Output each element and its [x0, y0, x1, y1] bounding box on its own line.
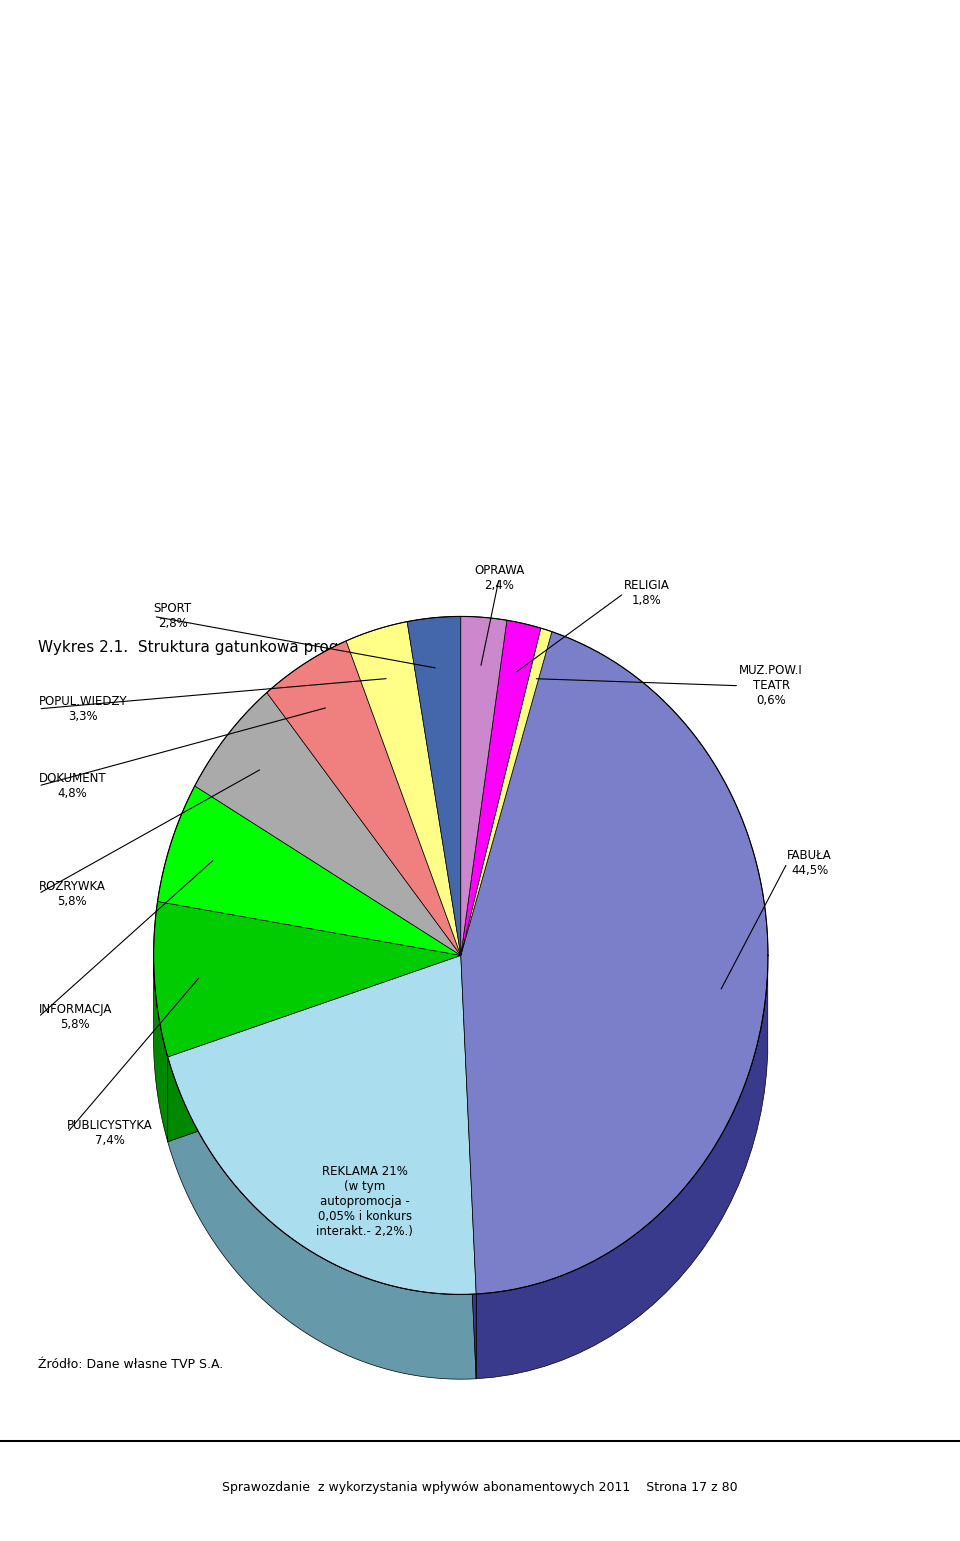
Text: RELIGIA
1,8%: RELIGIA 1,8%	[624, 579, 670, 607]
Polygon shape	[461, 629, 552, 955]
Polygon shape	[195, 692, 461, 955]
Polygon shape	[168, 1057, 476, 1379]
Text: PUBLICYSTYKA
7,4%: PUBLICYSTYKA 7,4%	[67, 1119, 153, 1147]
Polygon shape	[407, 616, 461, 955]
Polygon shape	[461, 616, 507, 955]
Text: DOKUMENT
4,8%: DOKUMENT 4,8%	[38, 772, 106, 800]
Polygon shape	[267, 641, 461, 955]
Polygon shape	[461, 619, 540, 955]
Polygon shape	[168, 955, 476, 1294]
Text: ROZRYWKA
5,8%: ROZRYWKA 5,8%	[38, 880, 106, 908]
Polygon shape	[157, 786, 461, 955]
Text: POPUL.WIEDZY
3,3%: POPUL.WIEDZY 3,3%	[38, 695, 127, 723]
Polygon shape	[154, 901, 461, 1057]
Polygon shape	[168, 955, 461, 1142]
Text: FABUŁA
44,5%: FABUŁA 44,5%	[787, 849, 832, 877]
Polygon shape	[461, 955, 476, 1379]
Polygon shape	[347, 621, 461, 955]
Polygon shape	[476, 969, 768, 1379]
Polygon shape	[461, 632, 768, 1294]
Polygon shape	[154, 955, 168, 1142]
Text: MUZ.POW.I
TEATR
0,6%: MUZ.POW.I TEATR 0,6%	[739, 664, 803, 707]
Polygon shape	[168, 955, 461, 1142]
Text: Sprawozdanie  z wykorzystania wpływów abonamentowych 2011    Strona 17 z 80: Sprawozdanie z wykorzystania wpływów abo…	[222, 1481, 738, 1493]
Text: OPRAWA
2,4%: OPRAWA 2,4%	[474, 564, 524, 592]
Text: INFORMACJA
5,8%: INFORMACJA 5,8%	[38, 1003, 111, 1031]
Text: Źródło: Dane własne TVP S.A.: Źródło: Dane własne TVP S.A.	[38, 1359, 224, 1371]
Polygon shape	[461, 955, 476, 1379]
Text: SPORT
2,8%: SPORT 2,8%	[154, 603, 192, 630]
Text: Wykres 2.1.  Struktura gatunkowa programu TVP1: Wykres 2.1. Struktura gatunkowa programu…	[38, 640, 422, 655]
Text: REKLAMA 21%
(w tym
autopromocja -
0,05% i konkurs
interakt.- 2,2%.): REKLAMA 21% (w tym autopromocja - 0,05% …	[317, 1165, 413, 1239]
